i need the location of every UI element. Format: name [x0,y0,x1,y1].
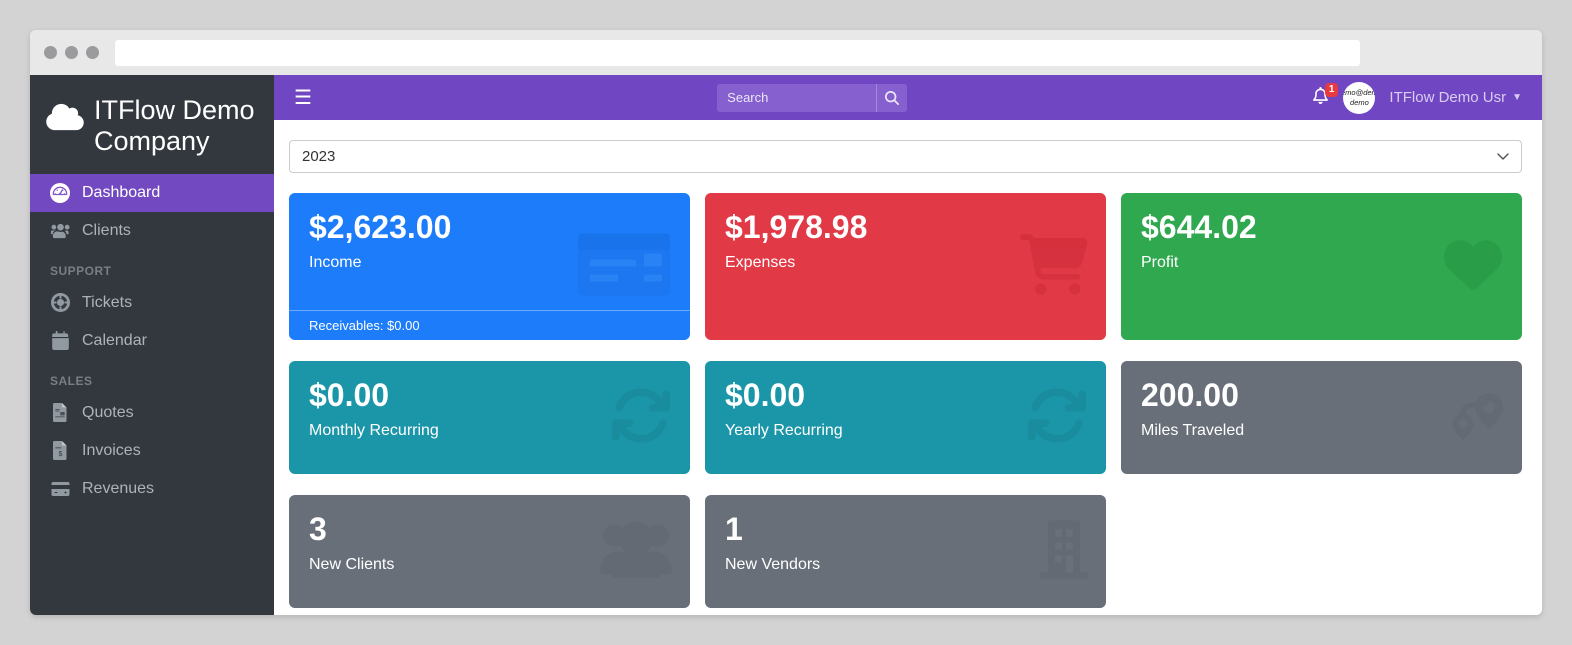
svg-text:$: $ [58,451,62,458]
